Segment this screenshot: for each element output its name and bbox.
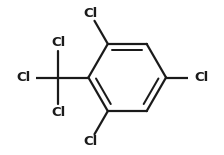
Text: Cl: Cl [83,7,97,20]
Text: Cl: Cl [51,106,65,119]
Text: Cl: Cl [194,71,208,84]
Text: Cl: Cl [83,135,97,148]
Text: Cl: Cl [51,36,65,49]
Text: Cl: Cl [16,71,30,84]
